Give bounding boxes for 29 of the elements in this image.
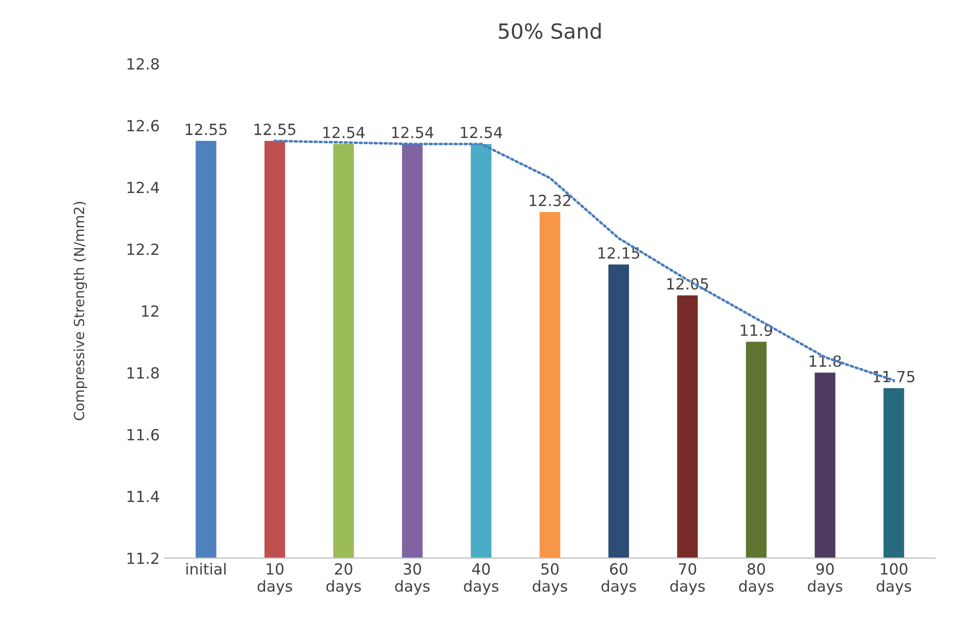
- y-tick-label: 11.8: [128, 367, 159, 379]
- x-tick-label: 60 days: [602, 563, 636, 595]
- data-label: 12.15: [598, 247, 640, 259]
- x-tick-label: 20 days: [326, 563, 361, 595]
- data-label: 12.54: [392, 126, 434, 138]
- x-tick-label: 100 days: [876, 563, 912, 595]
- data-label: 12.54: [460, 126, 502, 138]
- y-tick-label: 11.4: [128, 490, 160, 502]
- data-label: 12.54: [323, 126, 365, 138]
- x-tick-label: 40 days: [464, 563, 498, 595]
- y-axis-title: Compressive Strength (N/mm2): [74, 202, 87, 420]
- x-tick-label: 80 days: [739, 563, 774, 595]
- data-label: 12.55: [254, 124, 296, 136]
- data-label: 12.55: [186, 124, 227, 136]
- data-label: 12.32: [530, 194, 570, 206]
- y-tick-label: 12.6: [128, 120, 159, 132]
- x-tick-label: 90 days: [808, 563, 842, 595]
- y-tick-label: 12.2: [128, 244, 158, 255]
- x-tick-label: 50 days: [532, 563, 568, 595]
- y-tick-label: 12.8: [128, 58, 159, 70]
- x-tick-label: 30 days: [395, 563, 430, 595]
- x-tick-label: initial: [186, 562, 226, 575]
- y-tick-label: 11.6: [128, 428, 159, 440]
- y-tick-label: 12: [142, 305, 158, 317]
- y-tick-label: 12.4: [128, 182, 160, 194]
- y-tick-label: 11.2: [128, 552, 158, 564]
- x-tick-label: 10 days: [258, 563, 292, 595]
- x-tick-label: 70 days: [670, 563, 705, 595]
- chart-title: 50% Sand: [498, 22, 601, 39]
